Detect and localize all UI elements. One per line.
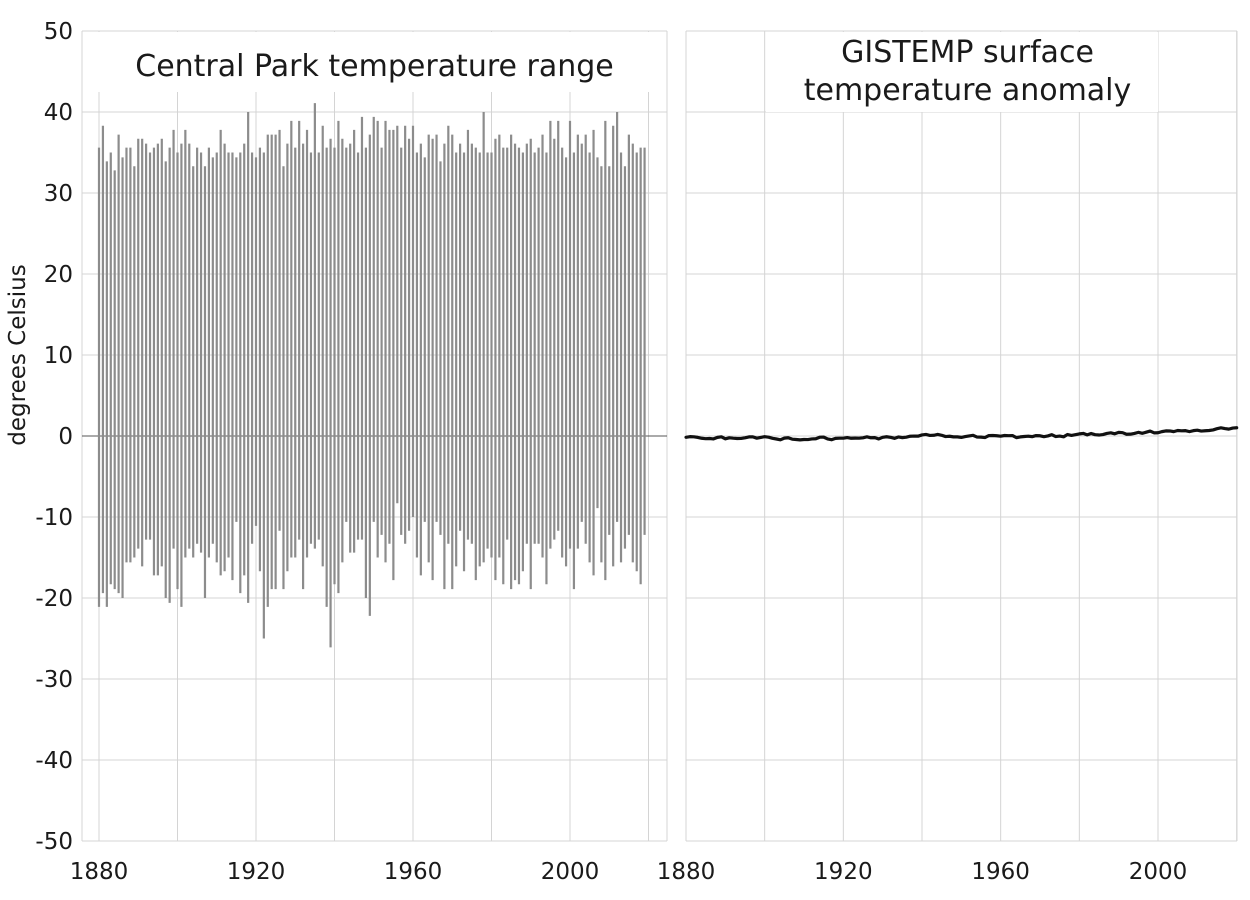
y-tick-label: -50 xyxy=(35,829,73,855)
y-tick-label: -10 xyxy=(35,505,73,531)
anomaly-line xyxy=(684,426,1239,442)
y-tick-label: -20 xyxy=(35,586,73,612)
y-tick-label: 30 xyxy=(44,181,73,207)
left-panel-title-box: Central Park temperature range xyxy=(83,32,666,92)
x-tick-label-left: 1960 xyxy=(384,859,443,885)
x-tick-label-right: 1880 xyxy=(657,859,716,885)
x-tick-label-right: 1960 xyxy=(971,859,1030,885)
y-tick-label: 20 xyxy=(44,262,73,288)
x-tick-label-left: 2000 xyxy=(541,859,600,885)
x-tick-label-left: 1920 xyxy=(227,859,286,885)
left-panel-bars xyxy=(97,103,646,648)
left-panel-title: Central Park temperature range xyxy=(135,49,613,84)
left-panel-title-background xyxy=(83,32,666,92)
y-tick-label: 0 xyxy=(58,424,73,450)
x-tick-label-left: 1880 xyxy=(70,859,129,885)
y-tick-label: 10 xyxy=(44,343,73,369)
right-panel-line xyxy=(684,426,1239,442)
right-panel-title-line-1: GISTEMP surface xyxy=(841,35,1094,70)
x-tick-label-right: 2000 xyxy=(1129,859,1188,885)
y-axis-title: degrees Celsius xyxy=(5,264,31,445)
y-tick-label: -30 xyxy=(35,667,73,693)
right-panel-title-box: GISTEMP surface temperature anomaly xyxy=(766,32,1158,112)
x-tick-label-right: 1920 xyxy=(814,859,873,885)
right-panel-title-line-2: temperature anomaly xyxy=(804,73,1132,108)
y-tick-label: 50 xyxy=(44,19,73,45)
right-panel-title-background xyxy=(766,32,1158,112)
left-panel-range-chart: Central Park temperature range xyxy=(81,30,668,842)
right-panel-anomaly-chart: GISTEMP surface temperature anomaly xyxy=(684,30,1239,842)
x-axis-tick-labels: 1880 1920 1960 2000 1880 1920 1960 2000 xyxy=(70,859,1188,885)
y-axis-tick-labels: -50 -40 -30 -20 -10 0 10 20 30 40 50 xyxy=(35,19,73,855)
y-tick-label: 40 xyxy=(44,100,73,126)
y-tick-label: -40 xyxy=(35,748,73,774)
